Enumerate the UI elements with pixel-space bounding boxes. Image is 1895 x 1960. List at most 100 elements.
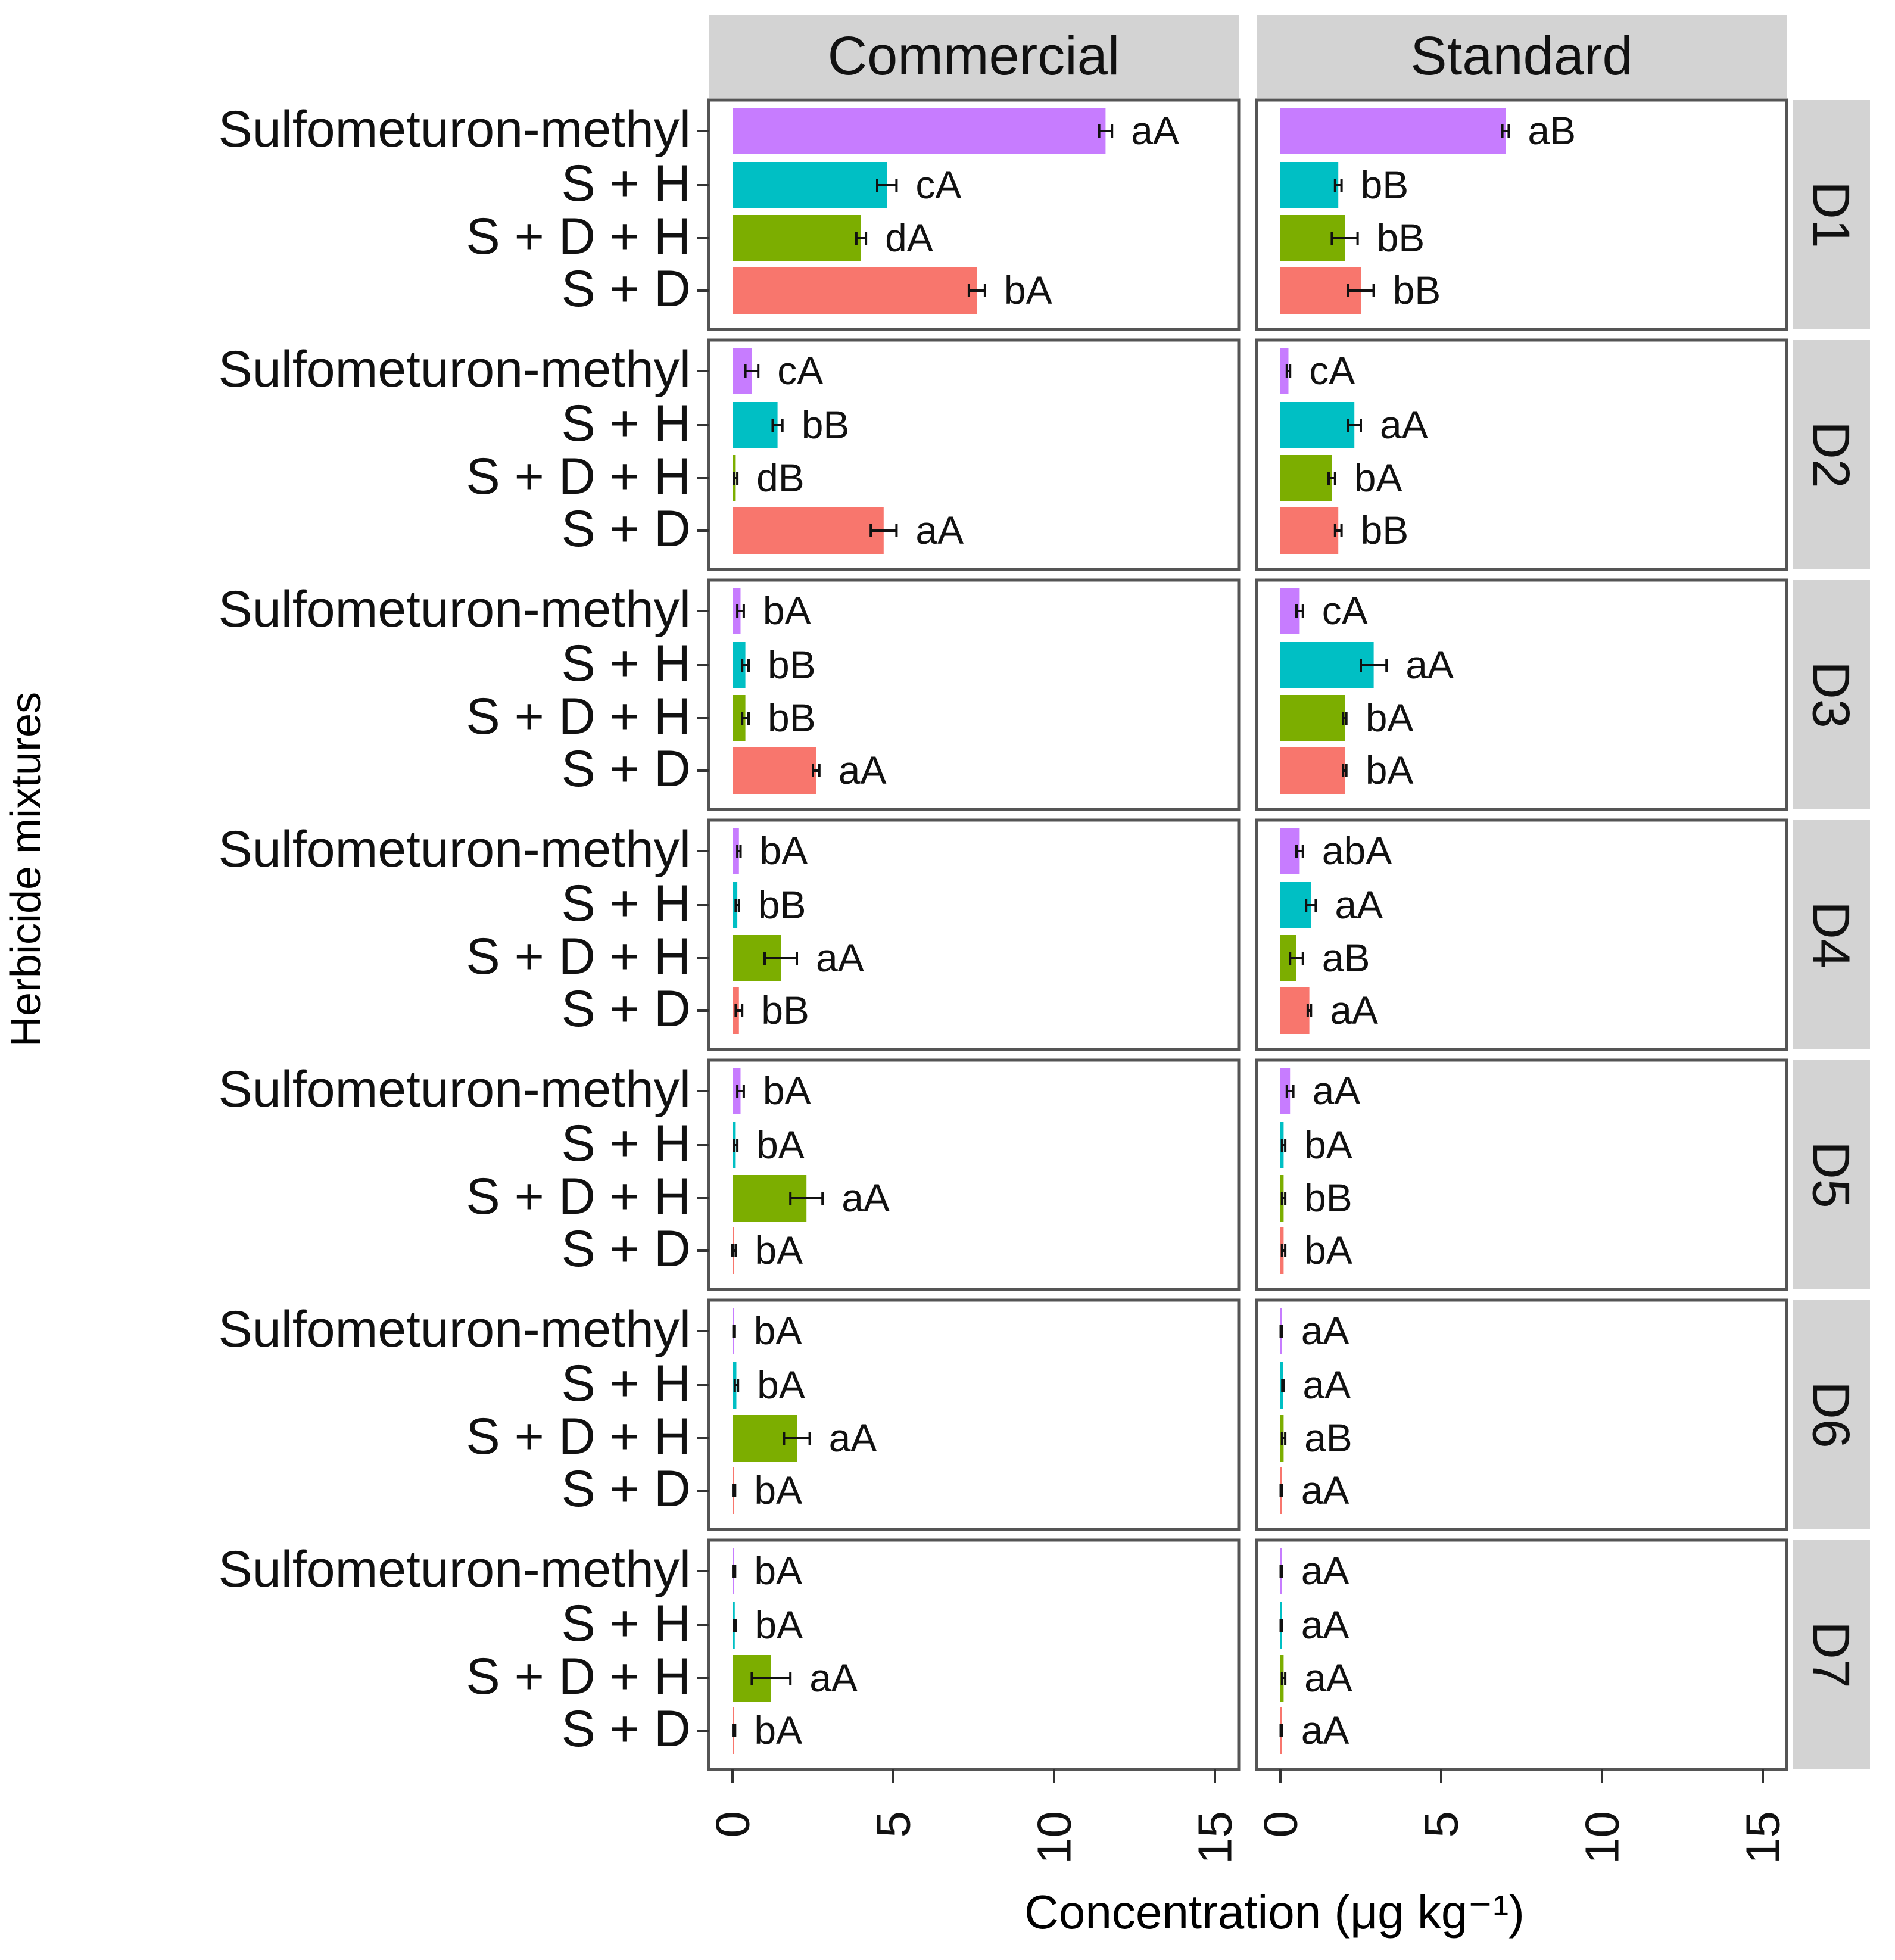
- category-label-sulfometuron-methyl: Sulfometuron-methyl: [219, 101, 691, 158]
- category-label-s-h: S + H: [562, 155, 691, 212]
- error-bar: [734, 1004, 744, 1017]
- panel-commercial-d5: bA bA aA bA: [707, 1058, 1241, 1291]
- significance-label: bA: [754, 1708, 802, 1752]
- error-bar: [732, 1565, 737, 1578]
- panel-standard-d5: aA bA bB bA: [1255, 1058, 1788, 1291]
- significance-label: aA: [1301, 1708, 1349, 1752]
- significance-label: aA: [839, 748, 887, 792]
- category-label-s-d-h: S + D + H: [466, 1408, 691, 1465]
- bar-s-d-h: [733, 215, 861, 261]
- category-label-s-d: S + D: [562, 1220, 691, 1277]
- error-bar: [733, 472, 739, 485]
- significance-label: bA: [760, 828, 808, 873]
- error-bar: [771, 419, 784, 432]
- category-label-sulfometuron-methyl: Sulfometuron-methyl: [219, 1301, 691, 1358]
- panel-standard-d3: cA aA bA bA: [1255, 578, 1788, 811]
- significance-label: aA: [1301, 1603, 1349, 1647]
- error-bar: [1279, 1325, 1283, 1338]
- error-bar: [1295, 845, 1304, 858]
- error-bar: [733, 1619, 737, 1632]
- panel-frame: [1255, 1058, 1788, 1291]
- x-tick-label: 0: [1254, 1811, 1307, 1838]
- category-label-s-d-h: S + D + H: [466, 688, 691, 745]
- bar-sulfometuron-methyl: [1280, 348, 1289, 394]
- significance-label: bA: [1304, 1228, 1352, 1272]
- bar-s-d-h: [1280, 695, 1345, 741]
- category-label-s-d: S + D: [562, 980, 691, 1037]
- significance-label: aA: [1301, 1468, 1349, 1512]
- error-bar: [1330, 232, 1359, 245]
- error-bar: [1342, 764, 1348, 777]
- strip-label-standard: Standard: [1410, 26, 1632, 86]
- significance-label: aB: [1322, 936, 1370, 980]
- bar-sulfometuron-methyl: [1280, 108, 1506, 154]
- error-bar: [1342, 712, 1348, 725]
- error-bar: [1289, 952, 1304, 965]
- error-bar: [1347, 284, 1375, 297]
- bar-s-h: [1280, 642, 1374, 688]
- bar-s-d: [733, 747, 816, 794]
- significance-label: bA: [1304, 1123, 1352, 1167]
- significance-label: aA: [1335, 883, 1383, 927]
- x-tick-label: 10: [1028, 1811, 1081, 1864]
- error-bar: [869, 524, 898, 537]
- significance-label: bB: [758, 883, 806, 927]
- significance-label: aA: [1301, 1548, 1349, 1593]
- bar-s-h: [733, 162, 887, 208]
- strip-standard: [1257, 15, 1787, 98]
- error-bar: [1347, 419, 1362, 432]
- strip-commercial: [709, 15, 1239, 98]
- significance-label: aA: [841, 1176, 890, 1220]
- error-bar: [1281, 1379, 1285, 1392]
- panel-commercial-d2: cA bB dB aA: [707, 338, 1241, 571]
- category-label-sulfometuron-methyl: Sulfometuron-methyl: [219, 821, 691, 878]
- bar-sulfometuron-methyl: [733, 828, 739, 874]
- significance-label: aA: [1131, 108, 1179, 152]
- error-bar: [1501, 124, 1510, 138]
- x-tick-label: 15: [1189, 1811, 1242, 1864]
- bar-s-d: [1280, 747, 1345, 794]
- error-bar: [1279, 1724, 1283, 1737]
- panel-frame: [1255, 818, 1788, 1051]
- category-label-s-d-h: S + D + H: [466, 1648, 691, 1705]
- strip-label-d5: D5: [1802, 1141, 1861, 1208]
- category-label-s-h: S + H: [562, 395, 691, 452]
- error-bar: [750, 1672, 792, 1685]
- significance-label: bB: [1361, 163, 1409, 207]
- panel-frame: [707, 1058, 1241, 1291]
- strip-label-d4: D4: [1802, 901, 1861, 968]
- panel-commercial-d1: aA cA dA bA: [707, 98, 1241, 331]
- error-bar: [1295, 604, 1304, 618]
- error-bar: [1305, 899, 1317, 912]
- y-axis-title: Herbicide mixtures: [2, 692, 50, 1047]
- category-label-s-d: S + D: [562, 740, 691, 797]
- bar-s-h: [1280, 162, 1339, 208]
- strip-label-d2: D2: [1802, 421, 1861, 488]
- bar-s-d: [1280, 507, 1339, 554]
- facet-panels: aAcAdAbAaBbBbBbBcAbBdBaAcAaAbAbBbAbBbBaA…: [707, 98, 1788, 1771]
- significance-label: cA: [1322, 588, 1368, 632]
- strip-d2: [1793, 340, 1870, 569]
- error-bar: [736, 604, 745, 618]
- strip-label-d3: D3: [1802, 661, 1861, 728]
- significance-label: aA: [816, 936, 864, 980]
- significance-label: bA: [763, 1068, 811, 1113]
- error-bar: [736, 1085, 745, 1098]
- significance-label: aB: [1528, 108, 1576, 152]
- error-bar: [1280, 1244, 1287, 1257]
- bar-s-d: [1280, 987, 1310, 1034]
- category-label-sulfometuron-methyl: Sulfometuron-methyl: [219, 581, 691, 638]
- error-bar: [1360, 659, 1388, 672]
- strip-label-d7: D7: [1802, 1621, 1861, 1688]
- bar-s-h: [733, 642, 746, 688]
- significance-label: abA: [1322, 828, 1392, 873]
- significance-label: bA: [755, 1228, 803, 1272]
- error-bar: [1280, 1672, 1287, 1685]
- x-tick-label: 0: [706, 1811, 759, 1838]
- error-bar: [1306, 1004, 1313, 1017]
- panel-frame: [1255, 1538, 1788, 1771]
- category-label-s-d: S + D: [562, 260, 691, 317]
